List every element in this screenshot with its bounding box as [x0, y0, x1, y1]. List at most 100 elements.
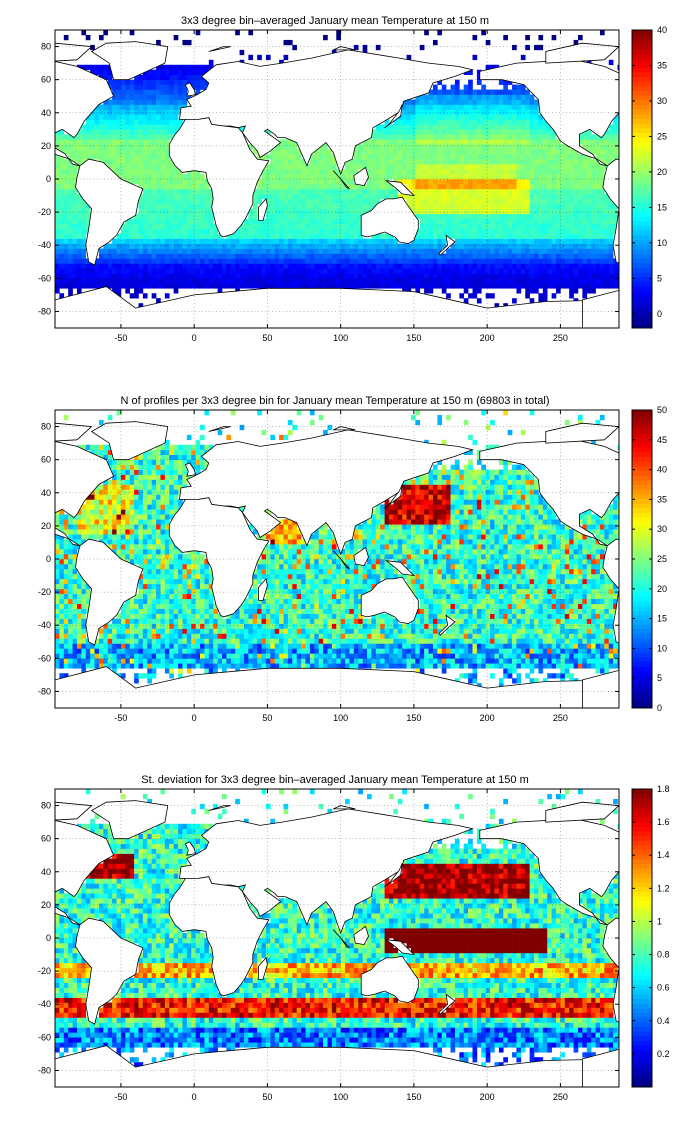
heatmap-cell [283, 154, 289, 160]
heatmap-cell [397, 119, 403, 125]
heatmap-cell [481, 154, 486, 160]
heatmap-cell [257, 243, 262, 249]
heatmap-cell [428, 223, 434, 229]
heatmap-cell [481, 139, 486, 145]
heatmap-cell [252, 643, 258, 649]
heatmap-cell [441, 179, 447, 185]
heatmap-cell [586, 643, 592, 649]
heatmap-cell [204, 179, 210, 185]
heatmap-cell [226, 653, 232, 659]
heatmap-cell [393, 278, 399, 284]
heatmap-cell [178, 64, 183, 71]
heatmap-cell [375, 144, 381, 150]
heatmap-cell [419, 109, 425, 115]
heatmap-cell [204, 278, 210, 284]
heatmap-cell [459, 263, 465, 269]
heatmap-cell [270, 268, 276, 274]
heatmap-cell [538, 228, 544, 234]
heatmap-cell [542, 678, 548, 684]
heatmap-cell [213, 653, 218, 659]
heatmap-cell [222, 258, 227, 264]
heatmap-cell [59, 164, 65, 170]
heatmap-cell [340, 248, 346, 254]
heatmap-cell [147, 258, 152, 264]
heatmap-cell [525, 139, 530, 145]
heatmap-cell [336, 263, 341, 269]
heatmap-cell [305, 663, 311, 669]
heatmap-cell [358, 183, 363, 190]
heatmap-cell [428, 278, 434, 284]
heatmap-cell [182, 663, 188, 669]
heatmap-cell [125, 124, 131, 130]
heatmap-cell [169, 263, 174, 269]
heatmap-cell [94, 278, 100, 284]
heatmap-cell [393, 169, 399, 175]
heatmap-cell [173, 263, 179, 269]
heatmap-cell [498, 218, 504, 224]
heatmap-cell [472, 119, 478, 125]
heatmap-cell [142, 114, 148, 120]
heatmap-cell [534, 193, 539, 200]
heatmap-cell [432, 114, 438, 120]
heatmap-cell [595, 668, 601, 674]
heatmap-cell [314, 203, 319, 210]
heatmap-cell [103, 263, 109, 269]
heatmap-cell [182, 228, 188, 234]
heatmap-cell [151, 164, 157, 170]
heatmap-cell [147, 218, 152, 224]
heatmap-cell [349, 228, 355, 234]
heatmap-cell [494, 258, 500, 264]
heatmap-cell [318, 154, 324, 160]
heatmap-cell [459, 174, 465, 180]
heatmap-cell [107, 129, 113, 135]
heatmap-cell [437, 238, 443, 244]
heatmap-cell [327, 248, 333, 254]
heatmap-cell [323, 203, 328, 210]
heatmap-cell [428, 213, 434, 220]
heatmap-cell [279, 258, 284, 264]
heatmap-cell [331, 663, 337, 669]
heatmap-cell [59, 653, 65, 659]
heatmap-cell [279, 228, 284, 234]
heatmap-cell [468, 243, 473, 249]
heatmap-cell [534, 278, 539, 284]
heatmap-cell [586, 258, 592, 264]
heatmap-cell [94, 144, 100, 150]
heatmap-cell [301, 164, 306, 170]
heatmap-cell [230, 243, 236, 249]
heatmap-cell [68, 188, 73, 195]
heatmap-cell [287, 238, 293, 244]
heatmap-cell [529, 208, 535, 215]
heatmap-cell [406, 658, 412, 664]
heatmap-cell [270, 149, 276, 155]
heatmap-cell [261, 228, 267, 234]
heatmap-cell [336, 30, 341, 36]
heatmap-cell [534, 218, 539, 224]
heatmap-cell [340, 283, 346, 289]
heatmap-cell [573, 39, 579, 46]
heatmap-cell [485, 648, 491, 654]
heatmap-cell [494, 263, 500, 269]
heatmap-cell [525, 258, 530, 264]
heatmap-cell [547, 144, 552, 150]
heatmap-cell [217, 648, 223, 654]
heatmap-cell [59, 243, 65, 249]
heatmap-cell [441, 198, 447, 205]
heatmap-cell [213, 233, 218, 239]
heatmap-cell [406, 104, 412, 110]
heatmap-cell [94, 268, 100, 274]
heatmap-cell [156, 278, 161, 284]
heatmap-cell [534, 169, 539, 175]
heatmap-cell [441, 183, 447, 190]
heatmap-cell [485, 188, 491, 195]
heatmap-cell [178, 99, 183, 105]
heatmap-cell [182, 223, 188, 229]
heatmap-cell [432, 174, 438, 180]
heatmap-cell [613, 258, 618, 264]
heatmap-cell [476, 263, 482, 269]
heatmap-cell [138, 258, 144, 264]
heatmap-cell [428, 648, 434, 654]
heatmap-cell [217, 233, 223, 239]
heatmap-cell [55, 253, 60, 259]
heatmap-cell [459, 119, 465, 125]
